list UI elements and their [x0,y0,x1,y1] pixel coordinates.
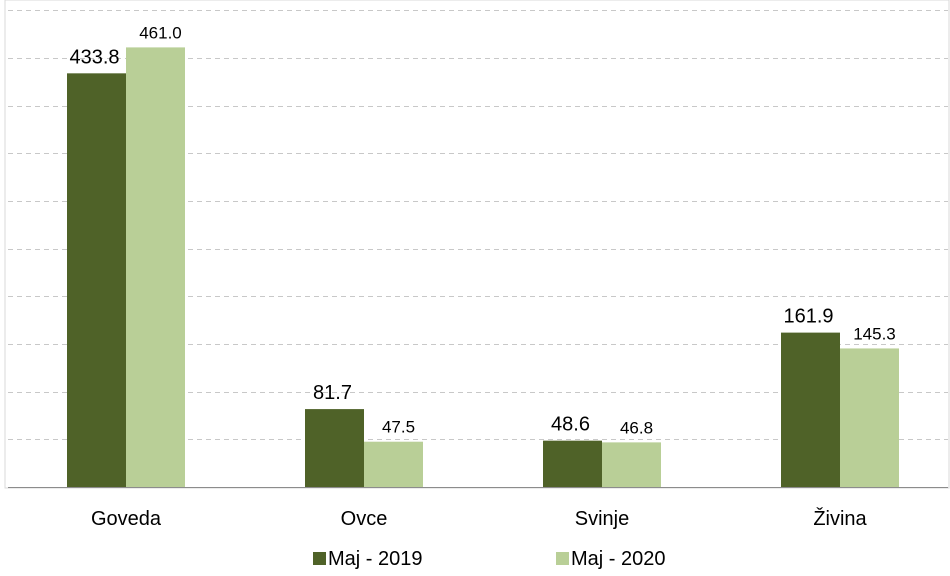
bar-maj-2020-svinje [602,442,661,487]
bar-maj-2019-živina [781,332,840,487]
legend: Maj - 2019 Maj - 2020 [313,548,666,570]
data-label: 161.9 [783,306,833,328]
legend-label: Maj - 2020 [571,548,666,570]
data-label: 433.8 [69,46,119,68]
x-tick-label: Svinje [575,508,629,530]
data-labels: 433.8 461.0 81.7 47.5 48.6 46.8 161.9 145.3 [69,23,895,437]
bar-maj-2019-goveda [67,73,126,488]
data-label: 145.3 [853,324,896,343]
x-tick-label: Goveda [91,508,162,530]
legend-swatch [313,552,326,565]
bar-maj-2019-svinje [543,440,602,487]
data-label: 461.0 [139,23,182,42]
bars [67,47,899,488]
data-label: 81.7 [313,382,352,404]
bar-maj-2020-goveda [126,47,185,487]
legend-swatch [556,552,569,565]
data-label: 46.8 [620,418,653,437]
x-tick-labels: Goveda Ovce Svinje Živina [91,507,868,530]
bar-maj-2020-ovce [364,441,423,487]
data-label: 47.5 [382,418,415,437]
x-tick-label: Živina [813,507,867,530]
legend-label: Maj - 2019 [328,548,423,570]
data-label: 48.6 [551,414,590,436]
bar-maj-2019-ovce [305,409,364,487]
x-tick-label: Ovce [341,508,388,530]
bar-maj-2020-živina [840,348,899,487]
